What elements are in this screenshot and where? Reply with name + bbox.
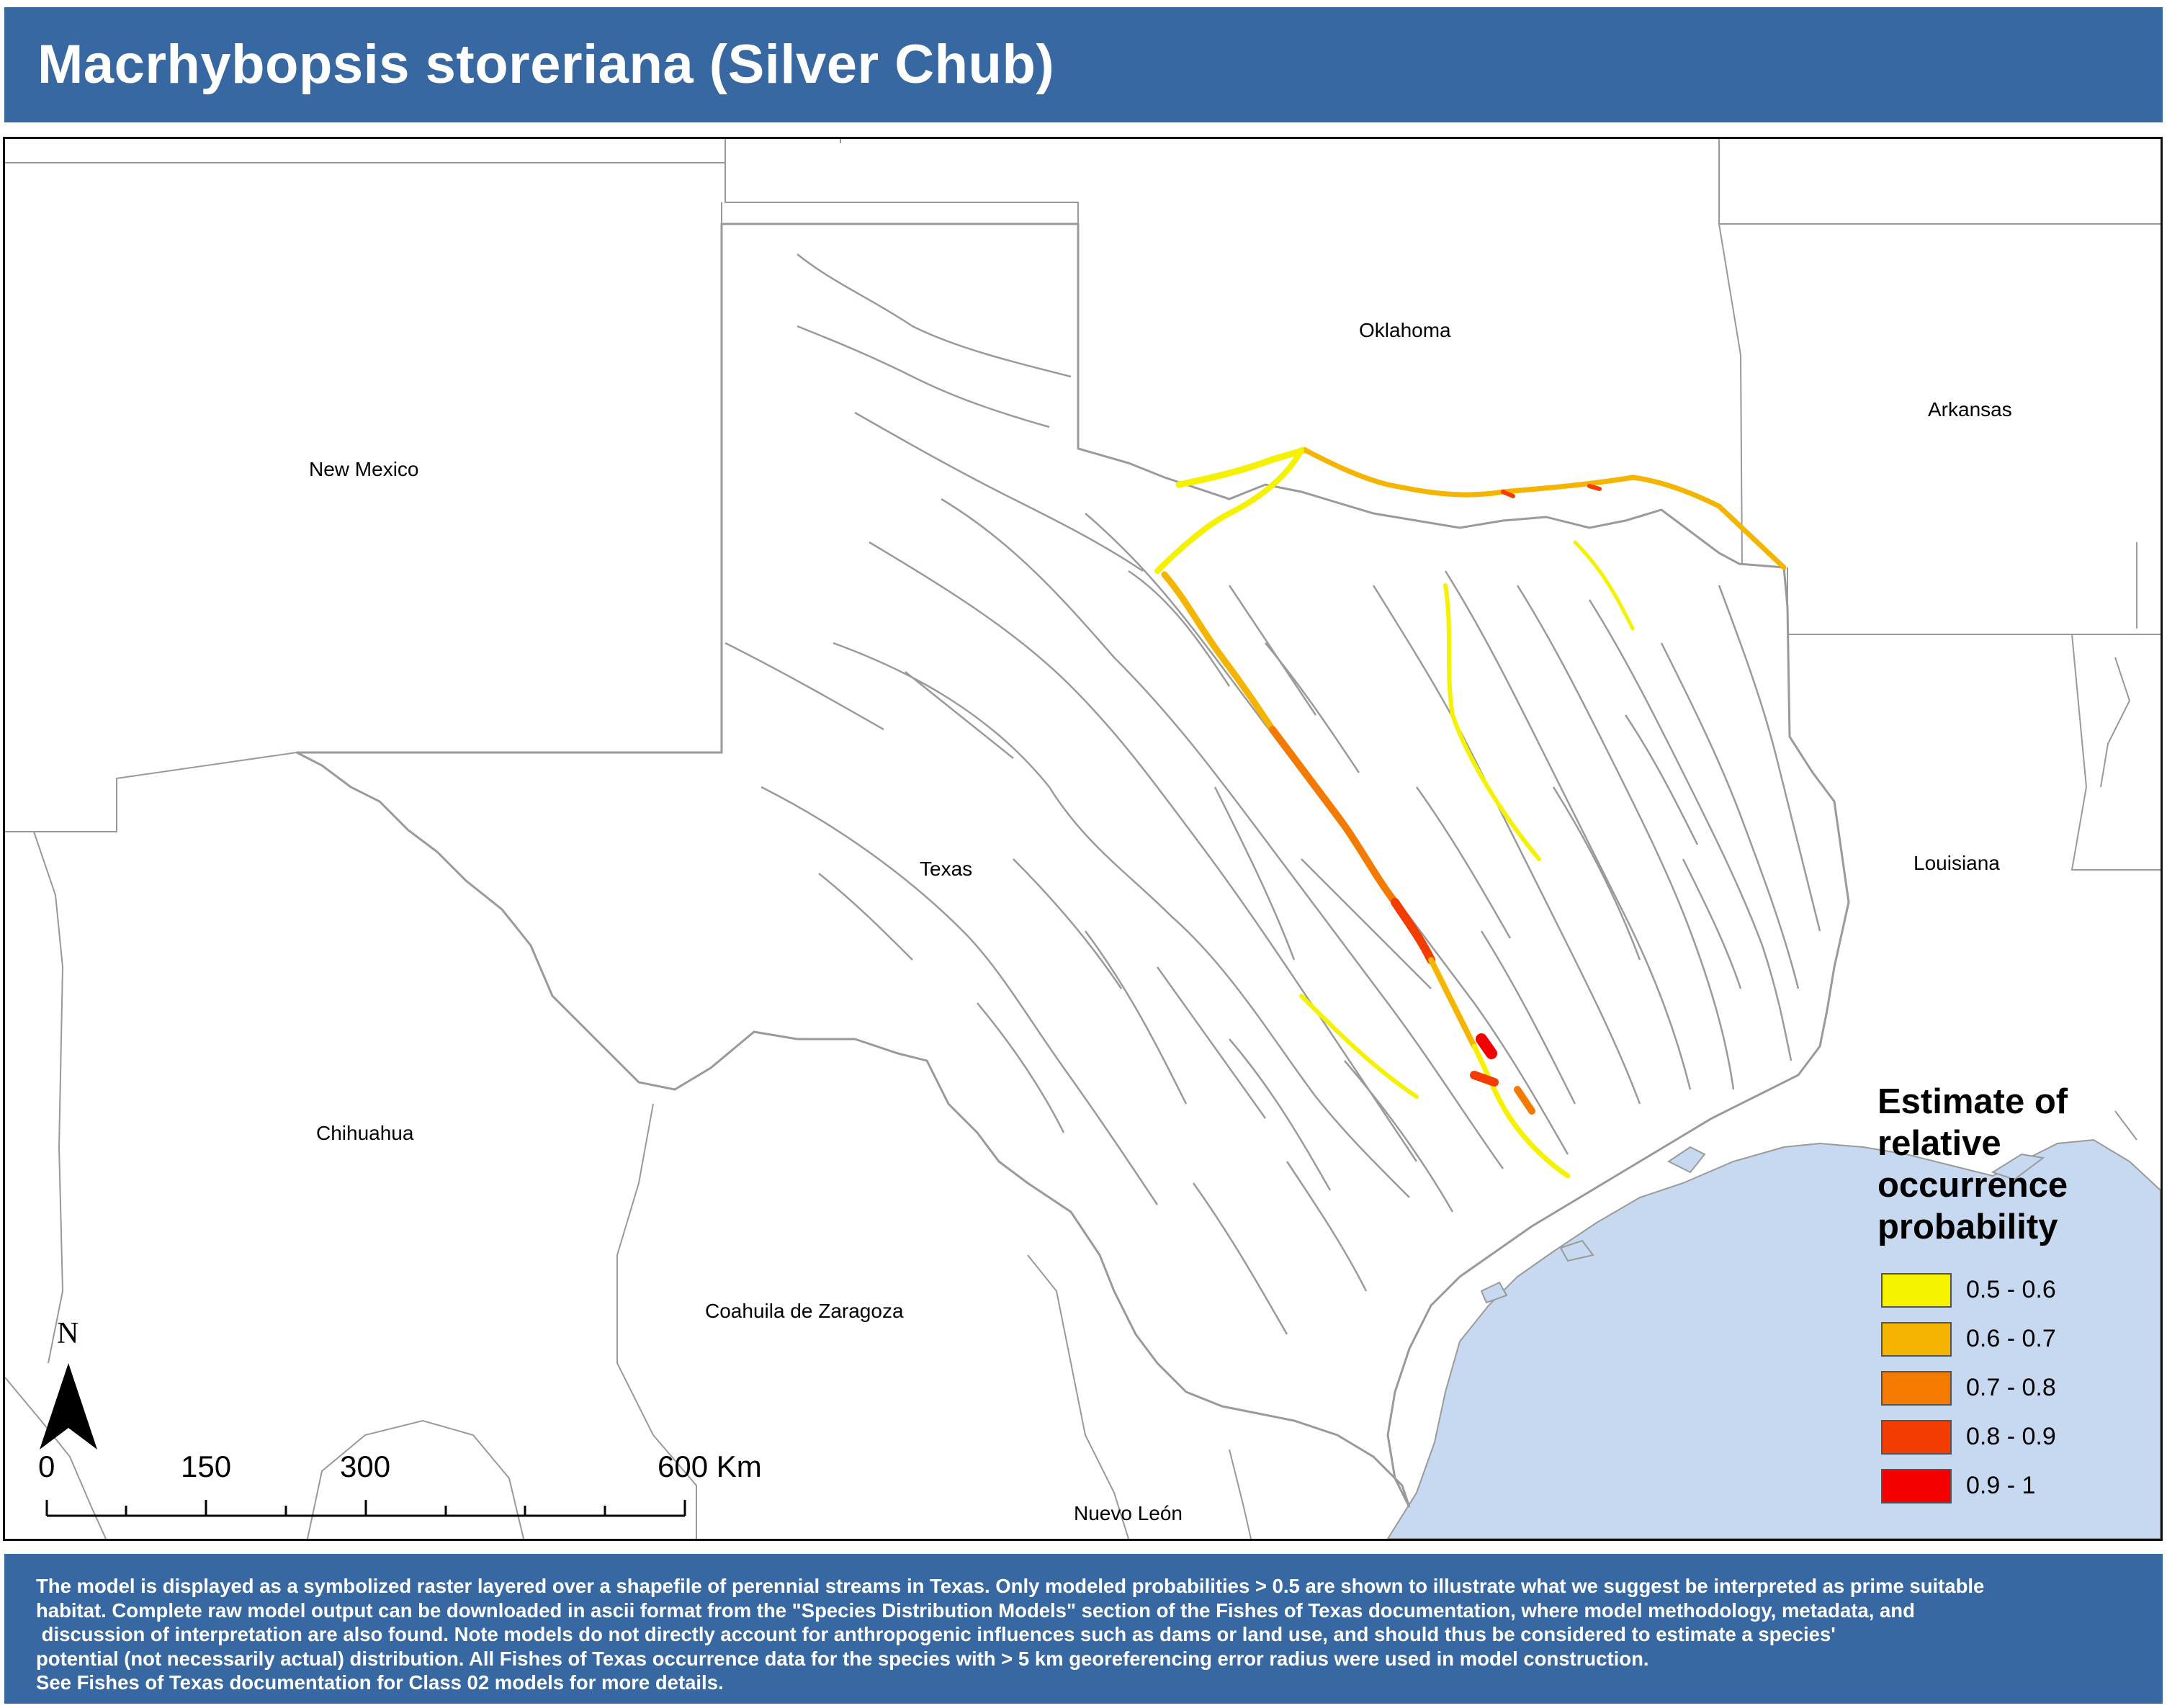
legend-swatch [1881,1273,1952,1308]
legend-label: 0.6 - 0.7 [1966,1325,2056,1352]
legend-swatch [1881,1420,1952,1455]
texas-outline [296,223,1850,1508]
label-new-mexico: New Mexico [309,458,419,480]
label-chihuahua: Chihuahua [316,1122,414,1144]
probability-raster [1154,446,1787,1179]
label-nuevo-leon: Nuevo León [1074,1502,1183,1524]
label-texas: Texas [920,858,973,880]
label-arkansas: Arkansas [1928,398,2012,421]
footer-line: discussion of interpretation are also fo… [36,1623,1836,1645]
label-coahuila: Coahuila de Zaragoza [705,1300,904,1322]
label-louisiana: Louisiana [1913,852,2000,874]
legend-swatch [1881,1322,1952,1357]
gulf-of-mexico [1386,1138,2161,1539]
legend-label: 0.8 - 0.9 [1966,1423,2056,1450]
scale-bar [45,1500,686,1517]
legend-label: 0.7 - 0.8 [1966,1374,2056,1401]
scale-label-600: 600 Km [658,1449,762,1483]
scale-label-0: 0 [38,1449,55,1483]
scale-label-150: 150 [181,1449,232,1483]
legend-label: 0.5 - 0.6 [1966,1276,2056,1303]
legend-swatch [1881,1371,1952,1406]
north-arrow-icon [40,1363,97,1449]
label-oklahoma: Oklahoma [1359,319,1451,341]
footer-line: The model is displayed as a symbolized r… [36,1575,1985,1597]
perennial-streams [724,253,1821,1335]
north-label: N [57,1317,79,1350]
legend-swatch [1881,1469,1952,1504]
footer-line: habitat. Complete raw model output can b… [36,1599,1915,1622]
map-canvas [5,139,2161,1539]
map-title: Macrhybopsis storeriana (Silver Chub) [37,34,1055,95]
title-banner: Macrhybopsis storeriana (Silver Chub) [4,7,2163,122]
map-frame: Oklahoma Arkansas New Mexico Texas Louis… [3,137,2163,1541]
legend-label: 0.9 - 1 [1966,1472,2036,1499]
legend-title: Estimate of relative occurrence probabil… [1877,1082,2068,1246]
footer-line: potential (not necessarily actual) distr… [36,1647,1649,1670]
scale-label-300: 300 [340,1449,391,1483]
footer-note: The model is displayed as a symbolized r… [4,1554,2163,1704]
footer-line: See Fishes of Texas documentation for Cl… [36,1671,724,1694]
